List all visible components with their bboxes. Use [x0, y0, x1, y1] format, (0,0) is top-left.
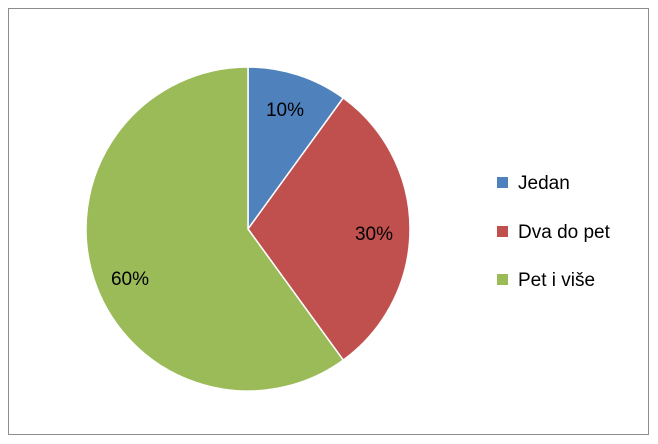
- data-label-pet-i-vise: 60%: [111, 269, 149, 290]
- legend-swatch-jedan: [497, 177, 508, 188]
- legend-label-dva-do-pet: Dva do pet: [518, 222, 611, 243]
- data-label-jedan: 10%: [266, 100, 304, 121]
- legend: Jedan Dva do pet Pet i više: [497, 173, 611, 291]
- data-label-dva-do-pet: 30%: [355, 224, 393, 245]
- legend-label-pet-i-vise: Pet i više: [518, 270, 595, 291]
- pie-data-labels: 10% 30% 60%: [111, 100, 393, 290]
- legend-label-jedan: Jedan: [518, 173, 570, 194]
- pie-slice-pet-i-vise: [85, 66, 345, 392]
- pie-slice-jedan: [247, 66, 345, 232]
- pie-slices: [85, 66, 411, 392]
- pie-slice-dva-do-pet: [247, 96, 411, 362]
- legend-swatch-pet-i-vise: [497, 274, 508, 285]
- legend-swatch-dva-do-pet: [497, 226, 508, 237]
